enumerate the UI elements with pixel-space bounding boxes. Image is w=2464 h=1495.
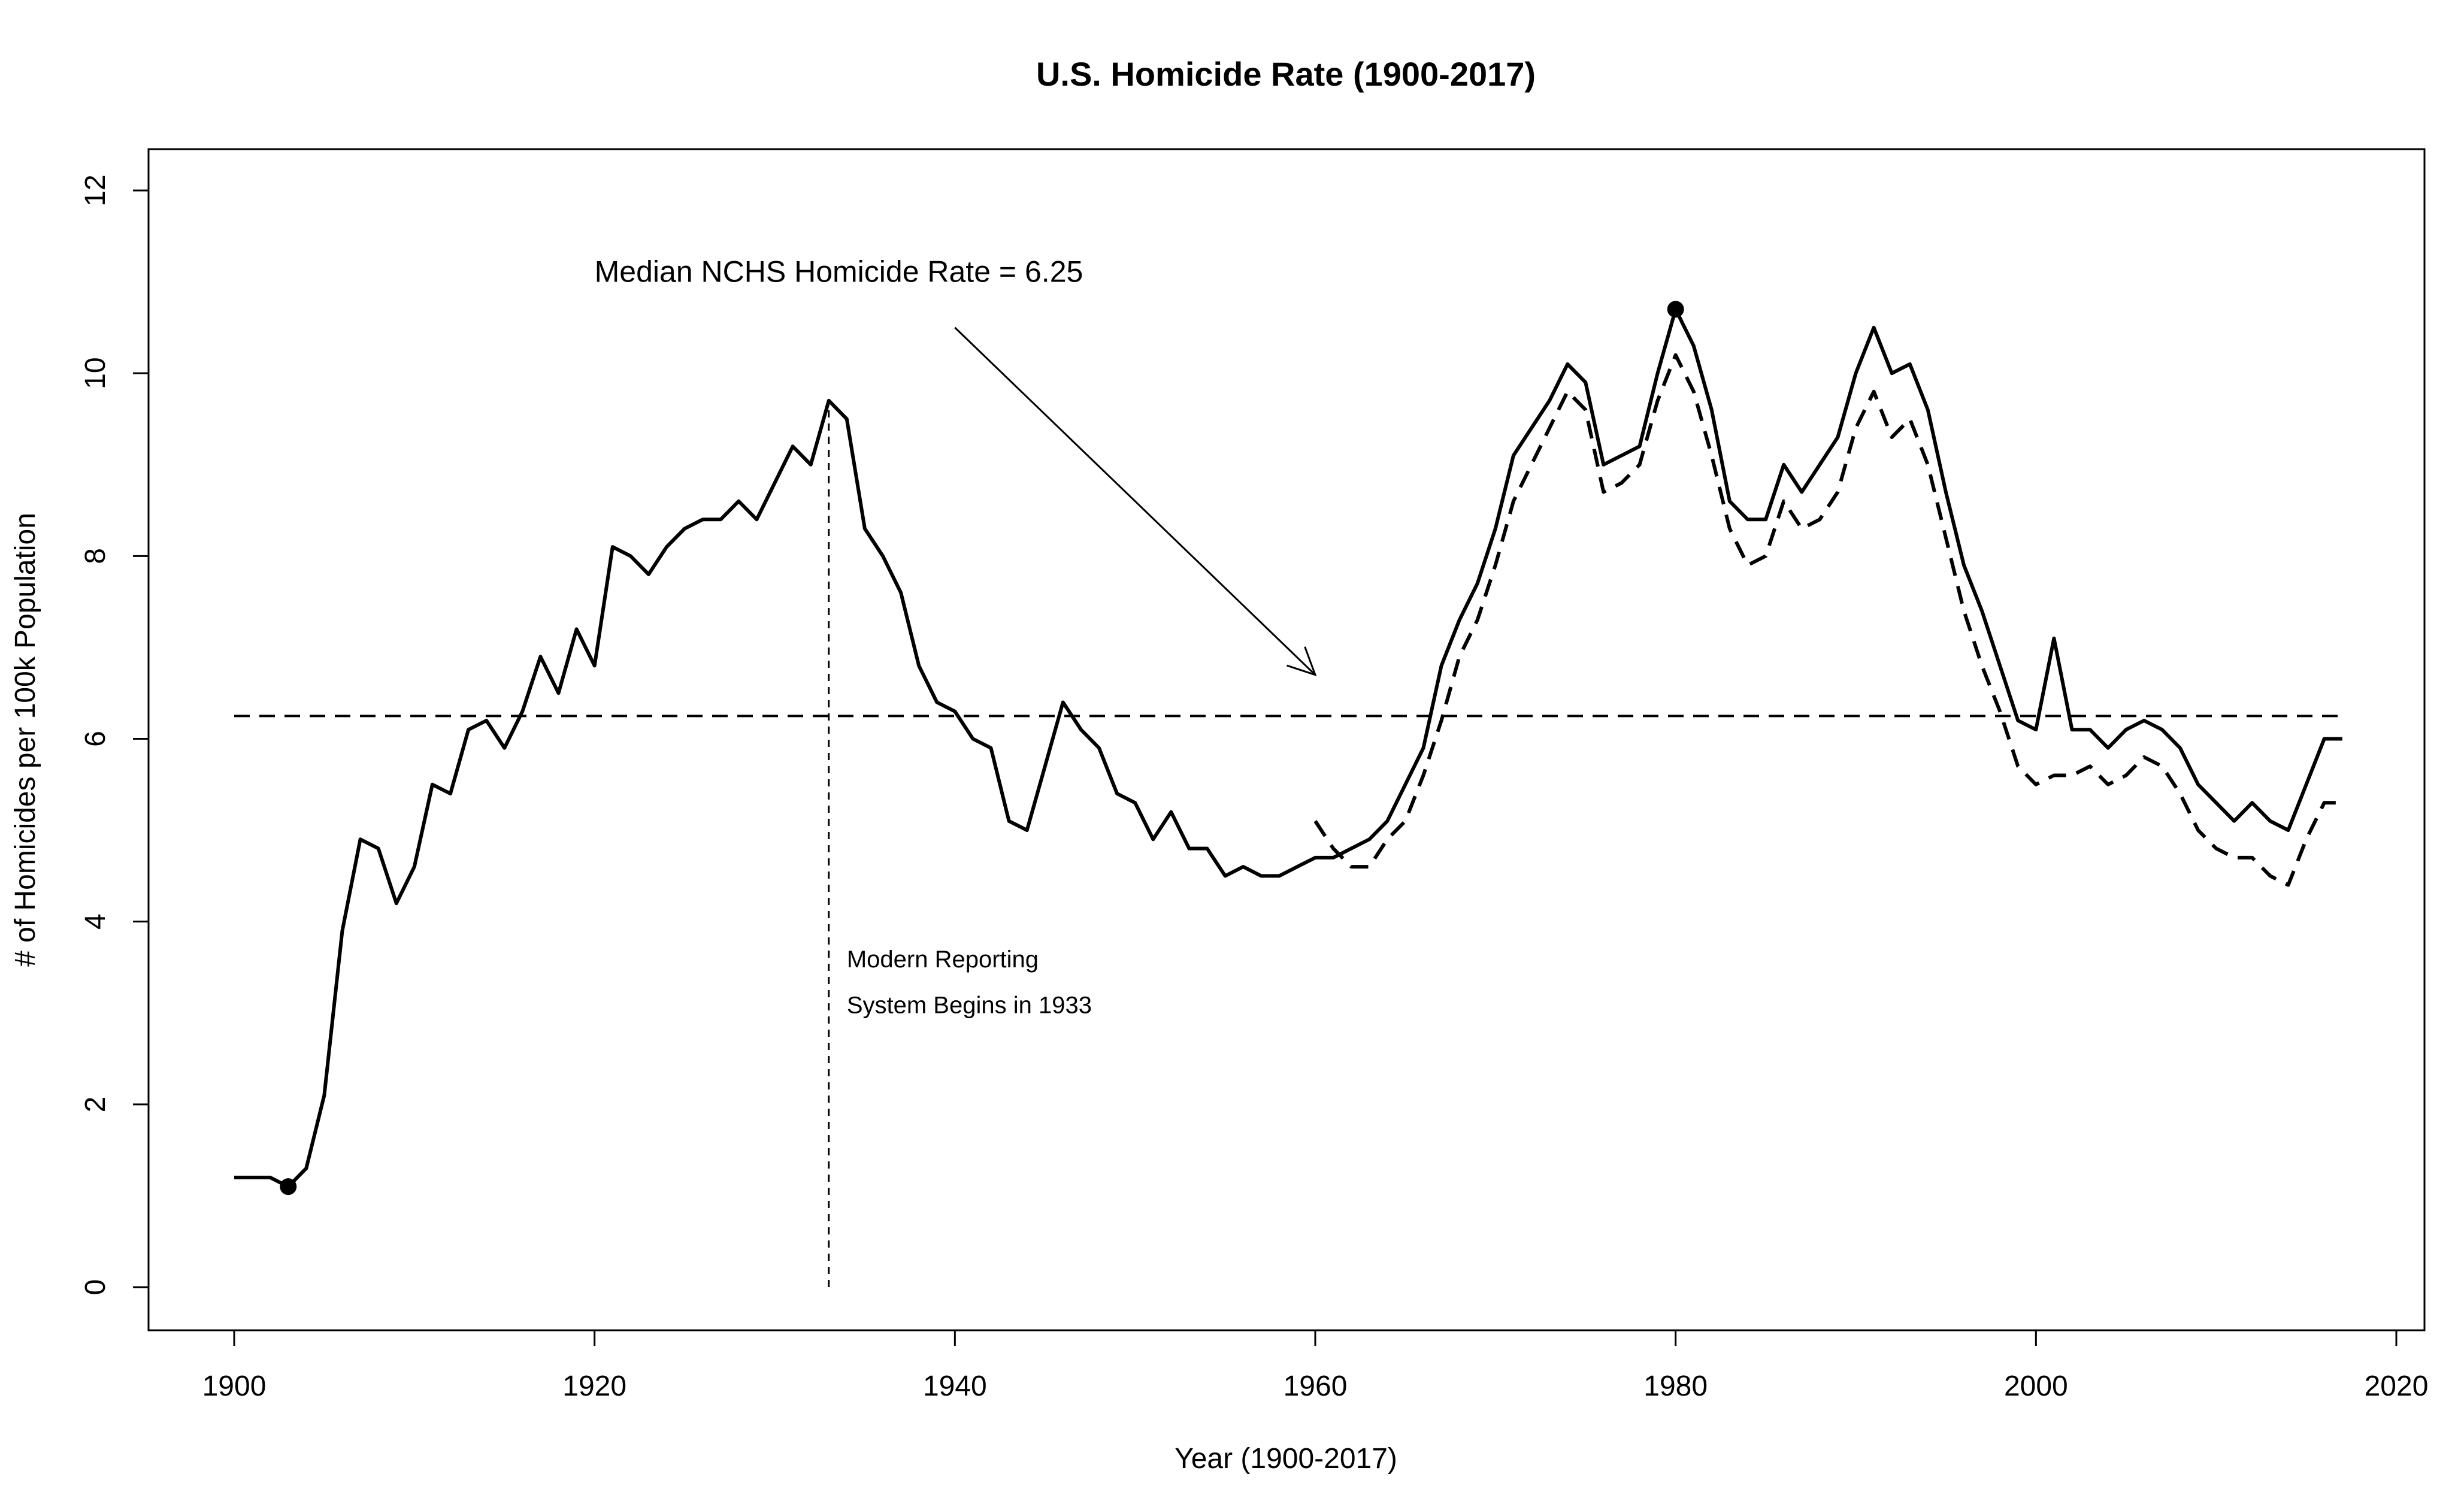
x-tick-label-2020: 2020: [2365, 1370, 2429, 1402]
y-tick-label-0: 0: [80, 1279, 111, 1296]
series-layer: [234, 309, 2342, 1187]
data-point-marker-1: [280, 1178, 296, 1195]
y-tick-label-6: 6: [80, 731, 111, 747]
y-tick-label-12: 12: [80, 174, 111, 206]
plot-frame: [149, 149, 2424, 1330]
x-axis: 1900 1920 1940 1960 1980 2000 2020: [202, 1330, 2429, 1402]
x-tick-label-1960: 1960: [1284, 1370, 1348, 1402]
x-tick-label-2000: 2000: [2004, 1370, 2068, 1402]
x-tick-label-1980: 1980: [1643, 1370, 1708, 1402]
y-tick-label-8: 8: [80, 548, 111, 564]
reporting-annotation-line1: Modern Reporting: [847, 946, 1039, 973]
chart-title: U.S. Homicide Rate (1900-2017): [1036, 55, 1536, 93]
marker-layer: [280, 301, 1684, 1195]
annotation-layer: Median NCHS Homicide Rate = 6.25 Modern …: [595, 255, 1315, 1019]
series-line-2-dashed: [1315, 355, 2342, 885]
y-tick-label-10: 10: [80, 357, 111, 389]
median-annotation-label: Median NCHS Homicide Rate = 6.25: [595, 255, 1083, 289]
x-tick-label-1940: 1940: [923, 1370, 987, 1402]
y-axis: 0 2 4 6 8 10 12: [80, 174, 149, 1295]
x-axis-label: Year (1900-2017): [1175, 1443, 1397, 1475]
reference-lines: [234, 401, 2342, 1287]
data-point-marker-2: [1667, 301, 1684, 317]
x-tick-label-1920: 1920: [562, 1370, 626, 1402]
y-tick-label-4: 4: [80, 913, 111, 930]
reporting-annotation-line2: System Begins in 1933: [847, 992, 1092, 1018]
y-tick-label-2: 2: [80, 1096, 111, 1112]
median-annotation-arrow: [955, 328, 1315, 675]
y-axis-label: # of Homicides per 100k Population: [10, 513, 41, 967]
x-tick-label-1900: 1900: [202, 1370, 267, 1402]
series-line-1-solid: [234, 309, 2342, 1187]
